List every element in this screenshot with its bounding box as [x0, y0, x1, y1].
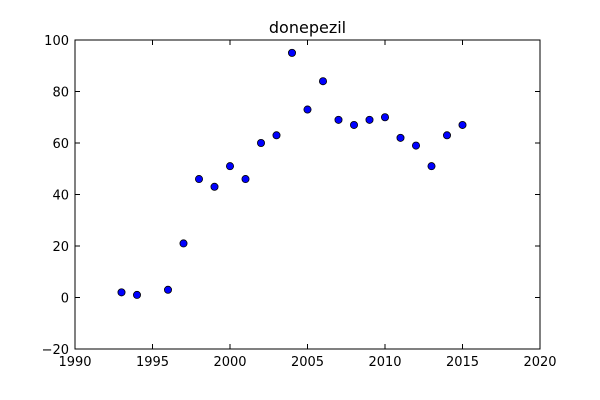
axes: 1990 1995 2000 2005 2010 2015 2020 −20 0 20 40 60 80…	[42, 34, 557, 370]
data-point	[210, 182, 219, 191]
chart-title: donepezil	[269, 18, 346, 37]
x-tick-label: 2010	[368, 355, 401, 370]
data-point	[365, 115, 374, 124]
y-tick-label: 20	[52, 240, 69, 255]
data-point	[349, 120, 358, 129]
x-tick-label: 1990	[58, 355, 91, 370]
data-point	[303, 105, 312, 114]
data-point	[272, 131, 281, 140]
y-tick-label: 80	[52, 86, 69, 101]
x-tick-label: 2005	[291, 355, 324, 370]
x-tick-label: 2015	[446, 355, 479, 370]
data-point	[163, 285, 172, 294]
data-point	[132, 290, 141, 299]
y-tick-label: −20	[42, 343, 69, 358]
plot-frame	[74, 39, 541, 350]
data-point	[396, 133, 405, 142]
y-tick-label: 40	[52, 189, 69, 204]
data-point	[318, 77, 327, 86]
x-tick-label: 1995	[136, 355, 169, 370]
data-point	[334, 115, 343, 124]
data-point	[442, 131, 451, 140]
data-points	[117, 48, 467, 299]
data-point	[194, 175, 203, 184]
data-point	[256, 138, 265, 147]
x-tick-label: 2000	[213, 355, 246, 370]
y-tick-label: 60	[52, 137, 69, 152]
data-point	[380, 113, 389, 122]
data-point	[427, 162, 436, 171]
y-tick-label: 100	[44, 34, 69, 49]
data-point	[117, 288, 126, 297]
data-point	[287, 48, 296, 57]
data-point	[225, 162, 234, 171]
data-point	[241, 175, 250, 184]
y-tick-label: 0	[61, 292, 69, 307]
x-tick-label: 2020	[523, 355, 556, 370]
data-point	[458, 120, 467, 129]
data-point	[411, 141, 420, 150]
data-point	[179, 239, 188, 248]
